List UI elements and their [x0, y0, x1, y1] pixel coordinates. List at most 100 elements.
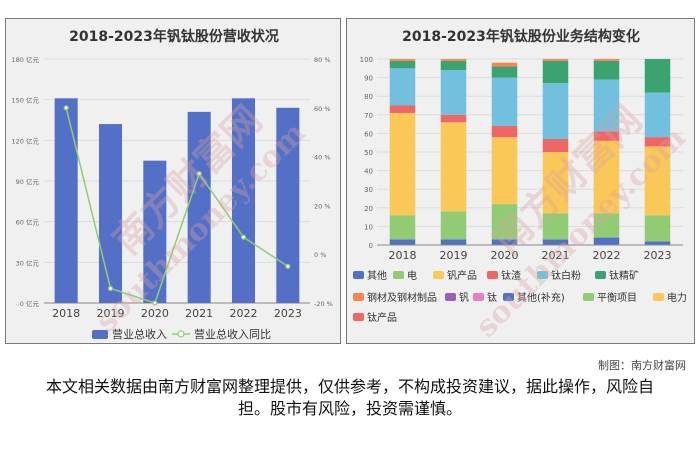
stack-segment: [389, 112, 416, 216]
legend-label: 钢材及钢材制品: [367, 291, 437, 304]
legend-swatch: [473, 293, 484, 301]
legend-swatch: [353, 313, 364, 321]
legend-label: 电: [407, 269, 417, 282]
x-tick-label: 2022: [230, 307, 258, 320]
stack-segment: [440, 59, 467, 61]
x-tick-label: 2018: [389, 249, 417, 262]
stack-segment: [644, 241, 671, 245]
legend-swatch: [503, 293, 514, 301]
point-yoy-growth: [240, 234, 247, 240]
legend-marker-yoy: [177, 330, 185, 338]
legend-swatch: [487, 271, 498, 279]
legend-swatch: [433, 271, 444, 279]
x-tick-label: 2019: [97, 307, 125, 320]
chart-credit: 制图：南方财富网: [598, 359, 686, 372]
legend-swatch: [353, 271, 364, 279]
business-structure-chart-panel: 2018-2023年钒钛股份业务结构变化 0 10 20 30 40 50 60 70 80 90 1…: [346, 18, 695, 344]
point-yoy-growth: [152, 300, 158, 306]
stack-segment: [542, 83, 569, 139]
legend-label: 其他(补充): [517, 291, 565, 304]
legend-swatch: [353, 293, 364, 301]
stack-segment: [593, 237, 620, 245]
y-tick-label: 50: [364, 149, 373, 157]
stack-segment: [491, 66, 518, 78]
stack-segment: [389, 59, 416, 61]
stack-segment: [440, 60, 467, 71]
y-right-tick-label: 40 %: [314, 154, 331, 162]
chart-title: 2018-2023年钒钛股份业务结构变化: [402, 28, 640, 45]
y-right-tick-label: 0 %: [314, 251, 326, 259]
y-tick-label: 80: [364, 93, 373, 101]
stack-segment: [491, 204, 518, 240]
legend-swatch: [653, 293, 664, 301]
stack-segment: [389, 68, 416, 106]
y-tick-label: 20: [364, 205, 373, 213]
line-yoy-growth: [65, 107, 289, 304]
stack-segment: [491, 137, 518, 205]
x-tick-label: 2023: [274, 307, 302, 320]
stack-segment: [389, 60, 416, 69]
stack-segment: [593, 79, 620, 132]
legend-label: 钛白粉: [551, 269, 581, 282]
stack-segment: [440, 114, 467, 123]
legend-label: 钛渣: [501, 269, 521, 282]
disclaimer-text: 本文相关数据由南方财富网整理提供，仅供参考，不构成投资建议，据此操作，风险自担。…: [45, 377, 654, 418]
stack-segment: [542, 213, 569, 240]
stack-segment: [644, 146, 671, 216]
legend-swatch: [445, 293, 456, 301]
y-left-tick-label: 150 亿元: [12, 96, 40, 105]
legend-swatch: [393, 271, 404, 279]
y-right-tick-label: -20 %: [314, 300, 333, 308]
stack-segment: [542, 239, 569, 245]
y-right-tick-label: 80 %: [314, 56, 331, 64]
x-tick-label: 2019: [440, 249, 468, 262]
stack-segment: [593, 59, 620, 61]
legend-swatch: [583, 293, 594, 301]
stack-segment: [542, 152, 569, 214]
chart-title: 2018-2023年钒钛股份营收状况: [69, 28, 279, 45]
legend-label-yoy: 营业总收入同比: [194, 327, 271, 341]
bar-revenue: [231, 98, 256, 303]
x-tick-label: 2020: [491, 249, 519, 262]
bar-revenue: [187, 111, 211, 303]
business-structure-chart: 2018-2023年钒钛股份业务结构变化 0 10 20 30 40 50 60 70 80 90 1…: [353, 28, 687, 324]
stack-segment: [491, 62, 518, 67]
stack-segment: [644, 92, 671, 138]
bar-revenue: [143, 160, 167, 303]
point-yoy-growth: [107, 285, 114, 291]
legend-label: 其他: [367, 269, 387, 282]
legend-label: 钛: [487, 292, 497, 304]
y-tick-label: 100: [360, 56, 373, 64]
stack-segment: [542, 59, 569, 61]
x-tick-label: 2018: [52, 307, 80, 320]
y-tick-label: 10: [364, 223, 373, 231]
x-tick-label: 2020: [141, 307, 169, 320]
legend-swatch: [595, 271, 606, 279]
legend-swatch-revenue: [92, 330, 108, 339]
legend-label: 电力: [667, 291, 687, 304]
bar-revenue: [276, 107, 300, 303]
stack-segment: [593, 213, 620, 238]
stack-segment: [491, 239, 518, 245]
y-left-tick-label: 180 亿元: [12, 55, 40, 64]
stack-segment: [389, 239, 416, 245]
stack-segment: [440, 122, 467, 212]
stack-segment: [389, 105, 416, 113]
y-tick-label: 90: [364, 75, 373, 83]
point-yoy-growth: [285, 263, 291, 269]
stack-segment: [593, 60, 620, 80]
y-left-tick-label: 120 亿元: [12, 136, 40, 145]
stack-segment: [440, 70, 467, 115]
stack-segment: [542, 60, 569, 84]
bar-revenue: [98, 124, 123, 303]
stack-segment: [644, 137, 671, 147]
stack-segment: [440, 239, 467, 245]
y-tick-label: 40: [364, 168, 373, 176]
y-left-tick-label: 30 亿元: [16, 258, 40, 267]
stack-segment: [389, 215, 416, 240]
legend-label: 钒产品: [447, 269, 477, 282]
legend-label: 平衡项目: [597, 292, 637, 304]
y-tick-label: 0: [369, 242, 373, 250]
stack-segment: [644, 59, 671, 93]
stack-segment: [644, 215, 671, 242]
